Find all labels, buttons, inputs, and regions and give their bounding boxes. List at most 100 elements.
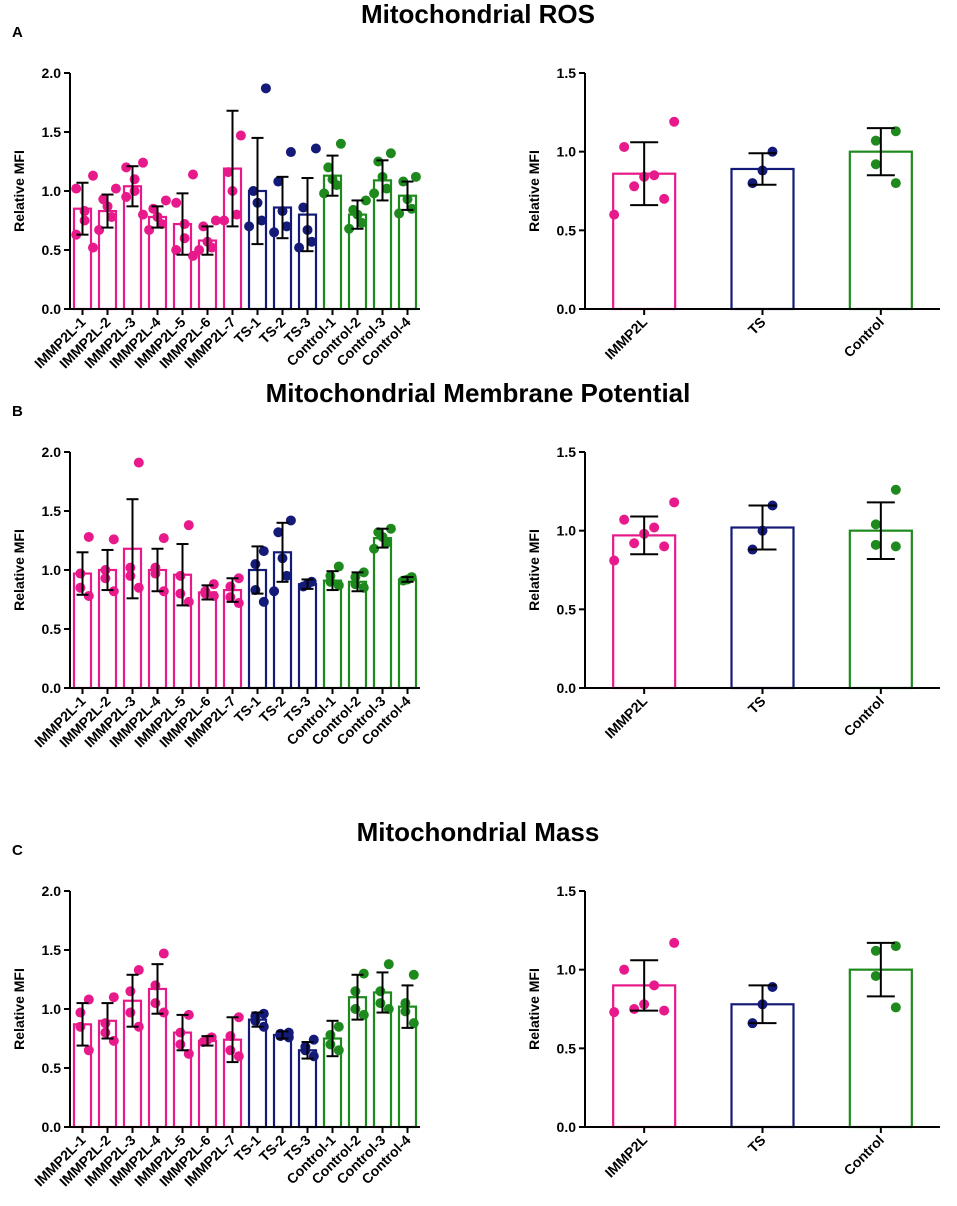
y-tick-label: 1.5 xyxy=(557,444,577,460)
data-point xyxy=(609,555,620,566)
y-tick-label: 0.5 xyxy=(42,1060,62,1076)
y-tick-label: 2.0 xyxy=(42,883,62,899)
data-point xyxy=(223,167,234,178)
data-point xyxy=(333,561,344,572)
data-point xyxy=(125,1007,136,1018)
y-tick-label: 0.5 xyxy=(42,242,62,258)
data-point xyxy=(669,937,680,948)
data-point xyxy=(233,573,244,584)
data-point xyxy=(767,146,778,157)
y-axis-label: Relative MFI xyxy=(11,150,27,232)
data-point xyxy=(269,586,280,597)
data-point xyxy=(71,229,82,240)
data-point xyxy=(356,217,367,228)
data-point xyxy=(649,980,660,991)
bar xyxy=(197,1039,218,1129)
data-point xyxy=(160,195,171,206)
data-point xyxy=(890,541,901,552)
data-point xyxy=(400,1006,411,1017)
data-point xyxy=(406,203,417,214)
data-point xyxy=(129,186,140,196)
data-point xyxy=(258,546,269,557)
data-point xyxy=(183,520,194,531)
y-axis-label: Relative MFI xyxy=(526,150,542,232)
y-axis-label: Relative MFI xyxy=(526,529,542,611)
data-point xyxy=(381,183,392,194)
data-point xyxy=(298,202,309,213)
data-point xyxy=(281,570,292,581)
y-tick-label: 1.0 xyxy=(557,962,577,978)
y-tick-label: 1.0 xyxy=(557,523,577,539)
data-point xyxy=(408,969,419,980)
data-point xyxy=(108,992,119,1003)
y-tick-label: 2.0 xyxy=(42,65,62,81)
x-tick-label: TS-1 xyxy=(231,314,264,347)
data-point xyxy=(344,223,355,234)
data-point xyxy=(358,582,369,593)
data-point xyxy=(609,209,620,220)
data-point xyxy=(273,176,284,187)
y-axis-label: Relative MFI xyxy=(11,968,27,1050)
x-tick-label: Control xyxy=(840,1132,887,1179)
data-point xyxy=(138,157,148,168)
data-point xyxy=(83,531,94,542)
data-point xyxy=(331,180,342,191)
data-point xyxy=(150,998,161,1009)
data-point xyxy=(369,543,380,554)
data-point xyxy=(75,1007,86,1018)
bar xyxy=(372,537,393,690)
data-point xyxy=(870,135,881,146)
data-point xyxy=(890,1002,901,1013)
data-point xyxy=(281,221,292,232)
bar xyxy=(197,591,218,690)
data-point xyxy=(158,533,169,544)
data-point xyxy=(669,116,680,127)
bar xyxy=(322,579,343,690)
bar xyxy=(730,526,795,690)
data-point xyxy=(175,570,186,581)
data-point xyxy=(335,138,346,149)
x-tick-label: TS xyxy=(745,1132,769,1156)
bar xyxy=(272,1033,293,1129)
data-point xyxy=(306,236,317,247)
panel-letter: B xyxy=(12,403,23,420)
x-tick-label: TS xyxy=(745,314,769,338)
data-point xyxy=(108,586,119,597)
data-point xyxy=(394,208,405,219)
panel-letter: C xyxy=(12,842,23,859)
bar xyxy=(297,583,318,690)
data-point xyxy=(225,1045,236,1056)
data-point xyxy=(171,197,182,208)
data-point xyxy=(659,1005,670,1016)
data-point xyxy=(870,519,881,530)
data-point xyxy=(373,156,384,167)
data-point xyxy=(106,211,117,222)
y-tick-label: 0.5 xyxy=(557,222,577,238)
data-point xyxy=(375,986,386,997)
x-tick-label: TS-1 xyxy=(231,693,264,726)
data-point xyxy=(767,981,778,992)
y-tick-label: 0.0 xyxy=(557,680,577,696)
data-point xyxy=(150,980,161,991)
y-tick-label: 1.0 xyxy=(557,144,577,160)
data-point xyxy=(200,588,211,599)
data-point xyxy=(250,1015,261,1026)
data-point xyxy=(360,195,371,206)
y-tick-label: 0.0 xyxy=(557,301,577,317)
data-point xyxy=(121,191,132,202)
y-tick-label: 1.5 xyxy=(557,883,577,899)
y-tick-label: 1.0 xyxy=(42,562,62,578)
y-tick-label: 0.5 xyxy=(557,1040,577,1056)
data-point xyxy=(175,1027,186,1038)
data-point xyxy=(248,186,259,196)
data-point xyxy=(208,590,219,601)
data-point xyxy=(747,178,758,189)
data-point xyxy=(300,1045,311,1056)
data-point xyxy=(385,148,396,159)
data-point xyxy=(285,147,296,158)
data-point xyxy=(369,188,380,199)
data-point xyxy=(358,968,369,979)
data-point xyxy=(258,1008,269,1019)
data-point xyxy=(319,188,330,199)
